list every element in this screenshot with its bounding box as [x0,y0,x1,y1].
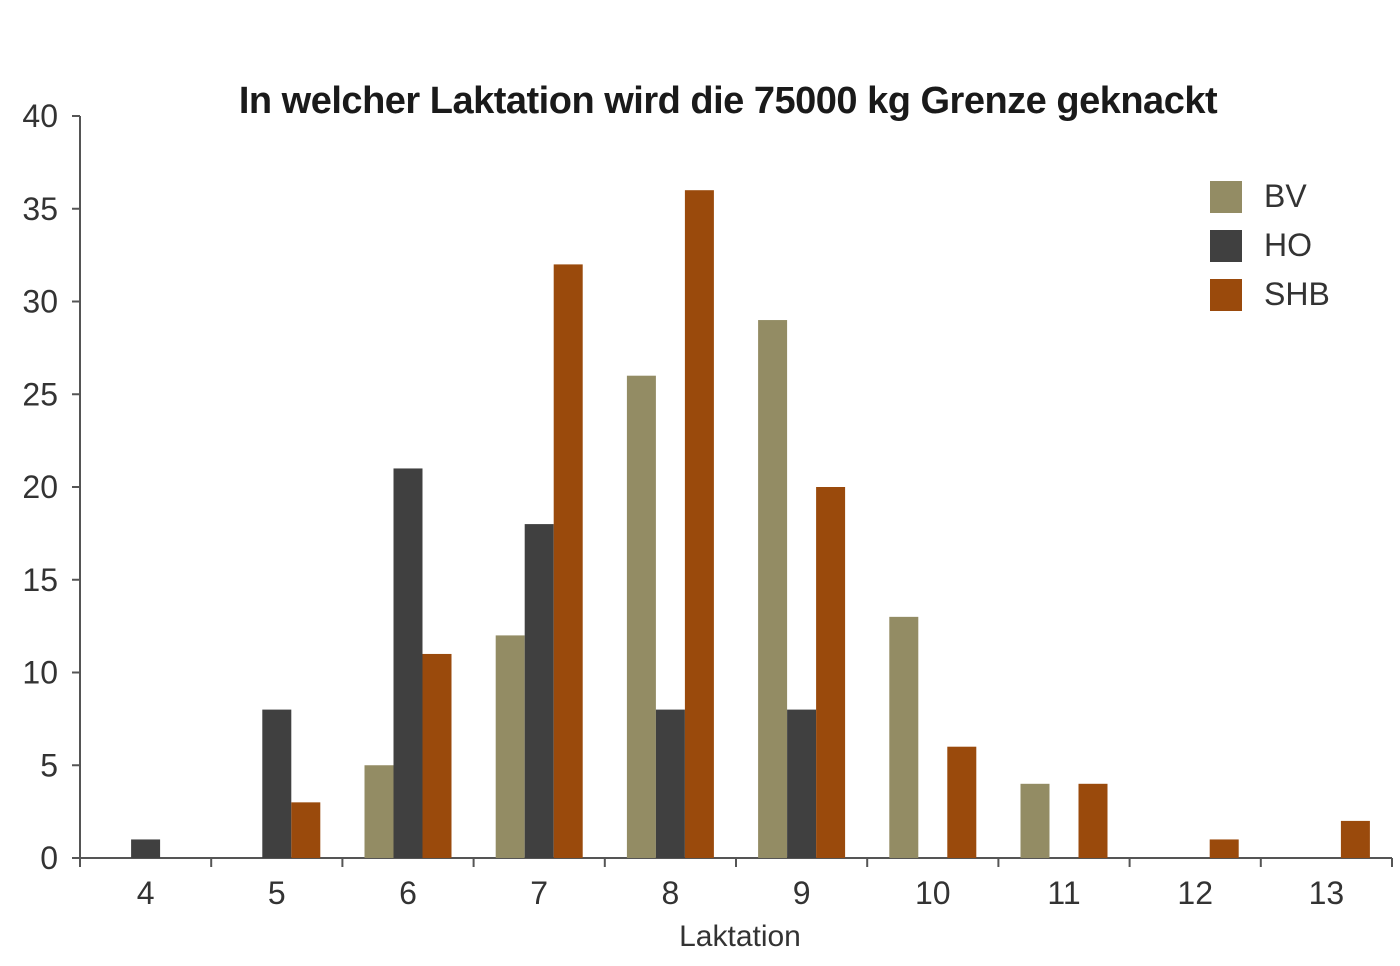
bar-ho-5 [262,709,292,858]
x-tick-label: 6 [399,875,417,911]
bar-shb-10 [947,746,977,858]
y-axis: 0 5 10 15 20 25 30 35 40 [22,98,81,876]
x-axis-title: Laktation [679,920,801,953]
bar-ho-7 [524,524,554,858]
bar-shb-13 [1340,820,1370,858]
y-tick-label: 40 [22,98,58,134]
legend-swatch [1210,180,1242,213]
bar-shb-11 [1078,783,1108,858]
bar-shb-5 [291,802,321,858]
chart-title: In welcher Laktation wird die 75000 kg G… [238,80,1218,122]
bar-bv-9 [758,320,788,858]
y-tick-label: 20 [22,469,58,505]
x-axis: 4 5 6 7 8 9 10 11 12 13 [79,857,1393,911]
legend: BV HO SHB [1210,172,1330,319]
bar-ho-6 [393,468,423,858]
y-tick-label: 15 [22,562,58,598]
x-tick-label: 11 [1047,875,1080,911]
legend-label: SHB [1264,276,1330,312]
bar-bv-10 [889,616,919,858]
legend-label: BV [1264,178,1307,214]
x-tick-label: 7 [530,875,548,911]
legend-label: HO [1264,227,1312,263]
x-tick-label: 9 [793,875,811,911]
legend-item: HO [1210,221,1330,270]
legend-item: SHB [1210,270,1330,319]
bar-ho-4 [131,839,161,858]
y-tick-label: 30 [22,284,58,320]
x-tick-label: 12 [1177,875,1213,911]
bar-shb-8 [684,190,714,858]
bar-ho-8 [655,709,685,858]
x-tick-label: 4 [137,875,155,911]
bar-shb-12 [1209,839,1239,858]
bars [131,190,1370,858]
bar-shb-6 [422,653,452,858]
legend-swatch [1210,229,1242,262]
legend-swatch [1210,278,1242,311]
bar-ho-9 [787,709,817,858]
legend-item: BV [1210,172,1330,221]
bar-shb-7 [553,264,583,858]
y-tick-label: 10 [22,655,58,691]
x-tick-label: 13 [1309,875,1345,911]
y-tick-label: 25 [22,376,58,412]
bar-bv-7 [495,635,525,858]
y-tick-label: 5 [40,747,58,783]
y-tick-label: 35 [22,191,58,227]
bar-bv-6 [364,765,394,858]
x-tick-label: 8 [662,875,680,911]
x-tick-label: 5 [268,875,286,911]
x-tick-label: 10 [915,875,951,911]
bar-shb-9 [816,487,846,858]
bar-bv-11 [1020,783,1050,858]
y-tick-label: 0 [40,840,58,876]
bar-bv-8 [626,375,656,858]
